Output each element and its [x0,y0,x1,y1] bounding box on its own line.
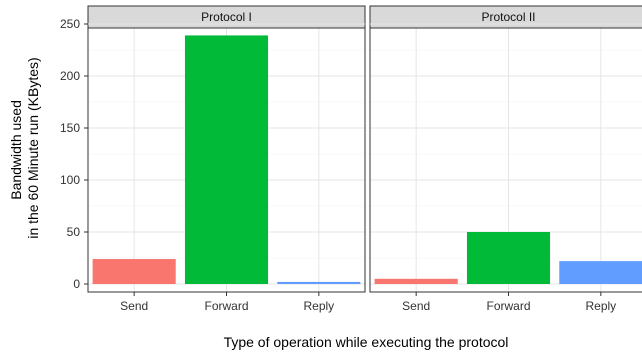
bar-forward-2 [466,232,551,284]
bar-send-2 [374,278,458,284]
facet-strip-label: Protocol I [201,10,252,24]
y-axis: 0 50 100 150 200 250 [60,17,88,291]
y-tick-label: 200 [60,69,80,83]
x-tick-label: Send [402,299,430,313]
y-axis-title-line-1: Bandwidth used [8,100,24,200]
x-tick-label: Reply [303,299,334,313]
facet-panel-1: Protocol I Send Forward Reply [87,5,366,313]
x-tick-label: Reply [585,299,616,313]
facet-panel-2: Protocol II Send Forward Reply [369,5,642,313]
bar-send-1 [92,259,176,284]
bar-reply-2 [559,261,642,284]
bar-forward-1 [184,35,269,284]
panels-layer: Protocol I Send Forward Reply Protocol II Sen… [87,5,642,313]
x-axis-title: Type of operation while executing the pr… [224,334,509,350]
y-tick-label: 0 [73,277,80,291]
x-tick-label: Send [120,299,148,313]
y-tick-label: 50 [67,225,81,239]
facet-strip-label: Protocol II [481,10,535,24]
y-tick-label: 250 [60,17,80,31]
x-tick-label: Forward [204,299,248,313]
y-axis-title-line-2: in the 60 Minute run (KBytes) [25,57,41,238]
x-tick-label: Forward [486,299,530,313]
y-axis-title: Bandwidth used in the 60 Minute run (KBy… [8,57,41,238]
y-tick-label: 150 [60,121,80,135]
y-tick-label: 100 [60,173,80,187]
bar-reply-1 [277,281,361,284]
